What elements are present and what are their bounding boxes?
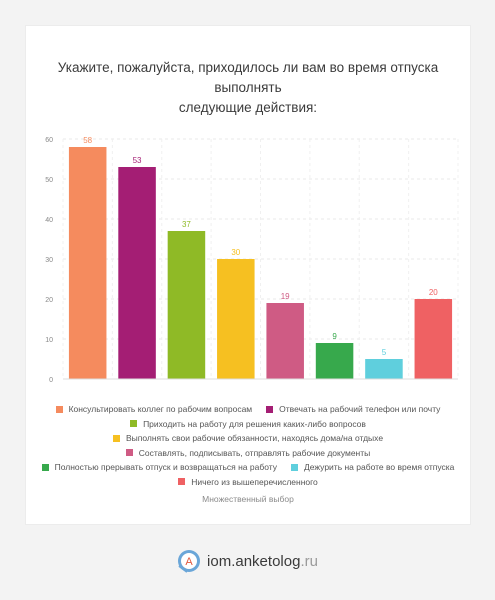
y-tick-label: 30	[45, 257, 53, 264]
chart-title-line-1: Укажите, пожалуйста, приходилось ли вам …	[57, 60, 439, 95]
data-label: 53	[133, 156, 142, 165]
chart-legend: Консультировать коллег по рабочим вопрос…	[36, 402, 460, 489]
legend-item[interactable]: Дежурить на работе во время отпуска	[291, 460, 454, 475]
legend-swatch	[291, 463, 298, 471]
legend-swatch	[41, 463, 49, 471]
bar	[365, 359, 403, 379]
legend-swatch	[266, 405, 274, 413]
legend-item[interactable]: Выполнять свои рабочие обязанности, нахо…	[112, 431, 384, 446]
logo-letter: A	[185, 556, 193, 568]
legend-swatch	[125, 449, 133, 457]
brand-name-main: iom.anketolog	[207, 552, 301, 570]
legend-label: Отвечать на рабочий телефон или почту	[279, 404, 441, 414]
legend-label: Дежурить на работе во время отпуска	[304, 462, 455, 472]
legend-item[interactable]: Консультировать коллег по рабочим вопрос…	[55, 402, 253, 417]
bar	[266, 303, 304, 379]
data-label: 9	[332, 332, 337, 341]
legend-swatch	[130, 420, 138, 428]
legend-row: Выполнять свои рабочие обязанности, нахо…	[36, 431, 460, 446]
chart-caption: Множественный выбор	[202, 494, 294, 504]
legend-swatch	[178, 478, 186, 486]
y-tick-label: 0	[49, 377, 53, 384]
bar	[68, 147, 107, 379]
bar	[414, 299, 453, 379]
legend-label: Составлять, подписывать, отправлять рабо…	[138, 447, 371, 458]
data-label: 19	[281, 292, 290, 301]
legend-row: Консультировать коллег по рабочим вопрос…	[36, 402, 460, 417]
legend-item[interactable]: Составлять, подписывать, отправлять рабо…	[125, 446, 371, 461]
bar	[118, 167, 156, 379]
data-label: 20	[429, 288, 438, 297]
legend-label: Консультировать коллег по рабочим вопрос…	[68, 404, 253, 414]
brand-tld: .ru	[300, 552, 318, 570]
y-tick-label: 50	[45, 177, 53, 184]
legend-item[interactable]: Отвечать на рабочий телефон или почту	[266, 402, 440, 417]
data-label: 37	[182, 220, 191, 229]
legend-item[interactable]: Приходить на работу для решения каких-ли…	[130, 417, 366, 432]
legend-row: Полностью прерывать отпуск и возвращатьс…	[36, 460, 460, 475]
chart-title: Укажите, пожалуйста, приходилось ли вам …	[36, 58, 460, 118]
bar	[315, 343, 354, 379]
legend-row: Составлять, подписывать, отправлять рабо…	[36, 446, 460, 461]
bar-chart: 0 10 20 30 40 50 60 58 53 37 30 19 9 5 20	[45, 136, 459, 384]
data-label: 30	[231, 248, 240, 257]
anketolog-logo-icon: A	[178, 550, 201, 573]
bar	[217, 259, 255, 379]
chart-title-line-2: следующие действия:	[178, 100, 318, 115]
y-tick-label: 60	[45, 137, 53, 144]
brand-footer[interactable]: A iom.anketolog.ru	[0, 549, 495, 573]
legend-item[interactable]: Полностью прерывать отпуск и возвращатьс…	[41, 460, 277, 475]
data-label: 5	[382, 348, 387, 357]
legend-swatch	[112, 434, 120, 442]
legend-row: Приходить на работу для решения каких-ли…	[36, 417, 460, 432]
brand-name: iom.anketolog.ru	[207, 553, 318, 570]
legend-label: Ничего из вышеперечисленного	[191, 476, 318, 487]
legend-swatch	[55, 405, 63, 413]
y-tick-label: 40	[45, 217, 53, 224]
bar	[167, 231, 206, 379]
data-label: 58	[83, 136, 92, 145]
chart-card: Укажите, пожалуйста, приходилось ли вам …	[25, 25, 471, 525]
legend-label: Полностью прерывать отпуск и возвращатьс…	[54, 462, 277, 472]
legend-row: Ничего из вышеперечисленного	[36, 475, 460, 490]
y-tick-label: 20	[45, 297, 53, 304]
legend-item[interactable]: Ничего из вышеперечисленного	[178, 475, 318, 490]
legend-label: Приходить на работу для решения каких-ли…	[143, 418, 366, 429]
legend-label: Выполнять свои рабочие обязанности, нахо…	[125, 433, 384, 443]
y-tick-label: 10	[45, 337, 53, 344]
